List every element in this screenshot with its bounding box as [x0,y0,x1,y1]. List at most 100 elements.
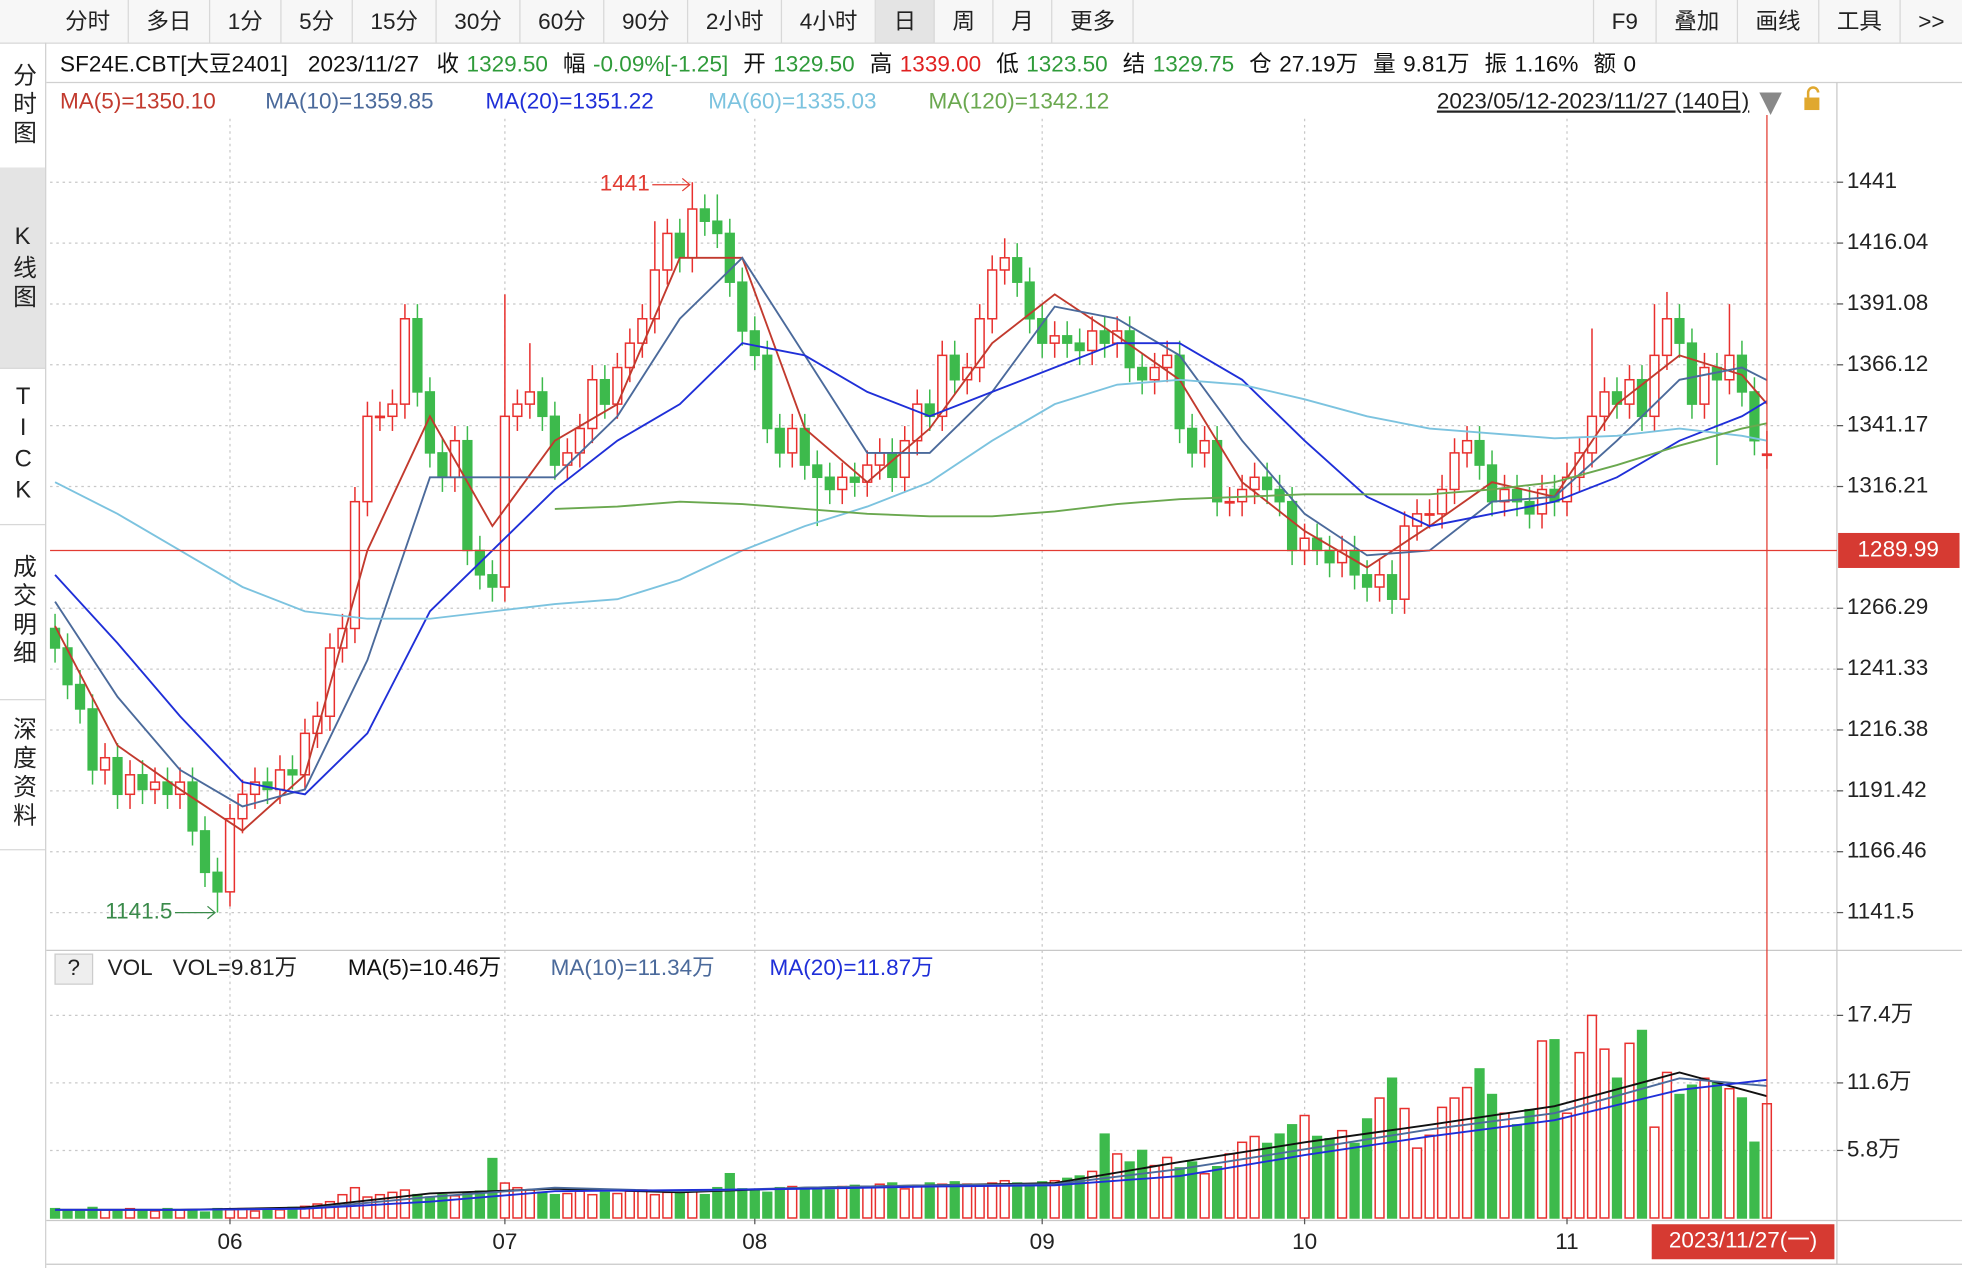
candle-body [824,476,835,491]
side-tab-label[interactable]: TICK [10,383,37,509]
tool-button[interactable]: 工具 [1818,0,1899,43]
candle-body [1436,488,1448,515]
side-tab[interactable]: K线图 [0,167,46,369]
candle-body [462,439,473,552]
volume-bar [1299,1114,1310,1219]
volume-bar [724,1172,735,1219]
side-tab[interactable]: 深度资料 [0,699,46,851]
period-button[interactable]: 分时 [48,0,129,43]
candle-body [1199,439,1210,454]
tool-button[interactable]: 叠加 [1655,0,1736,43]
legend-entry: MA(60)=1335.03 [708,88,876,113]
candle-body [224,817,236,893]
side-tab-label[interactable]: 成交明细 [9,553,36,670]
period-button[interactable]: 多日 [129,0,211,43]
volume-bar [762,1191,773,1219]
volume-ma-line [55,1078,1768,1211]
info-value: -0.09%[-1.25] [593,51,729,77]
x-tick-label: 06 [217,1229,242,1254]
candle-body [187,781,198,832]
y-tick-label: 1216.38 [1847,716,1928,741]
period-button[interactable]: 4小时 [782,0,877,43]
volume-bar [1436,1106,1448,1219]
volume-bar [124,1207,136,1219]
volume-bar [1149,1164,1160,1219]
period-button[interactable]: 60分 [521,0,605,43]
volume-bar [362,1196,373,1219]
volume-bar [1549,1039,1560,1219]
side-tab[interactable]: TICK [0,368,46,526]
side-tab-label[interactable]: 深度资料 [9,716,36,832]
candle-body [62,647,73,686]
side-tab-label[interactable]: 分时图 [9,61,36,149]
help-text[interactable]: ? [68,955,81,980]
info-label: 结 [1122,51,1146,77]
volume-bar [837,1185,848,1219]
period-button[interactable]: 15分 [353,0,437,43]
volume-bar [1012,1182,1023,1219]
volume-bar [799,1188,810,1219]
tool-button[interactable]: 画线 [1736,0,1818,43]
volume-bar [262,1209,273,1219]
period-button[interactable]: 90分 [605,0,689,43]
period-button[interactable]: 5分 [282,0,353,43]
tool-button[interactable]: >> [1899,0,1962,43]
candle-body [437,452,448,479]
ma-line [54,378,1768,620]
volume-bar [999,1179,1010,1219]
candle-body [699,208,710,222]
volume-bar [512,1186,523,1219]
candle-body [1062,335,1073,344]
volume-bar [874,1183,885,1219]
legend-entry: MA(5)=10.46万 [348,955,501,980]
side-tab-label[interactable]: K线图 [9,223,36,312]
side-tab[interactable]: 成交明细 [0,524,46,701]
help-button[interactable] [54,953,94,985]
volume-bar [1174,1167,1185,1219]
y-tick-label: 1266.29 [1847,594,1928,619]
volume-bar [1486,1093,1498,1219]
candle-body [737,281,748,332]
period-button[interactable]: 1分 [210,0,282,43]
period-button[interactable]: 2小时 [688,0,783,43]
tool-button[interactable]: F9 [1592,0,1656,43]
candle-body [1699,366,1710,405]
volume-bar [1112,1153,1123,1219]
y-tick-label: 1316.21 [1847,472,1928,497]
candle-body [712,220,723,235]
volume-bar [699,1193,710,1219]
date-range: 2023/05/12-2023/11/27 (140日) [1437,88,1749,113]
candle-body [99,756,111,771]
volume-bar [1249,1135,1260,1219]
candle-body [1424,513,1435,516]
volume-label: VOL=9.81万 [173,955,298,980]
period-button[interactable]: 更多 [1053,0,1134,43]
period-button[interactable]: 30分 [437,0,521,43]
volume-bar [112,1210,123,1219]
period-button[interactable]: 月 [994,0,1053,43]
candle-body [687,208,698,259]
info-value: 1329.75 [1152,51,1235,77]
candle-body [1536,488,1548,515]
volume-tick-label: 5.8万 [1847,1136,1901,1161]
volume-ma-line [55,1071,1768,1211]
volume-bar [624,1190,635,1219]
candle-body [1724,354,1735,381]
y-tick-label: 1341.17 [1847,412,1928,437]
y-tick-label: 1241.33 [1847,655,1928,680]
volume-bar [537,1191,548,1219]
volume-bar [962,1183,973,1219]
volume-bar [774,1186,785,1219]
candle-body [387,403,398,418]
volume-bar [937,1183,948,1219]
candle-body [174,781,186,796]
volume-title: VOL [108,955,153,980]
volume-bar [1686,1084,1698,1219]
volume-tick-label: 17.4万 [1847,1001,1913,1026]
period-button[interactable]: 周 [935,0,994,43]
volume-bar [1124,1161,1135,1219]
candle-body [1499,488,1510,503]
period-button[interactable]: 日 [876,0,935,43]
volume-bar [249,1210,261,1219]
